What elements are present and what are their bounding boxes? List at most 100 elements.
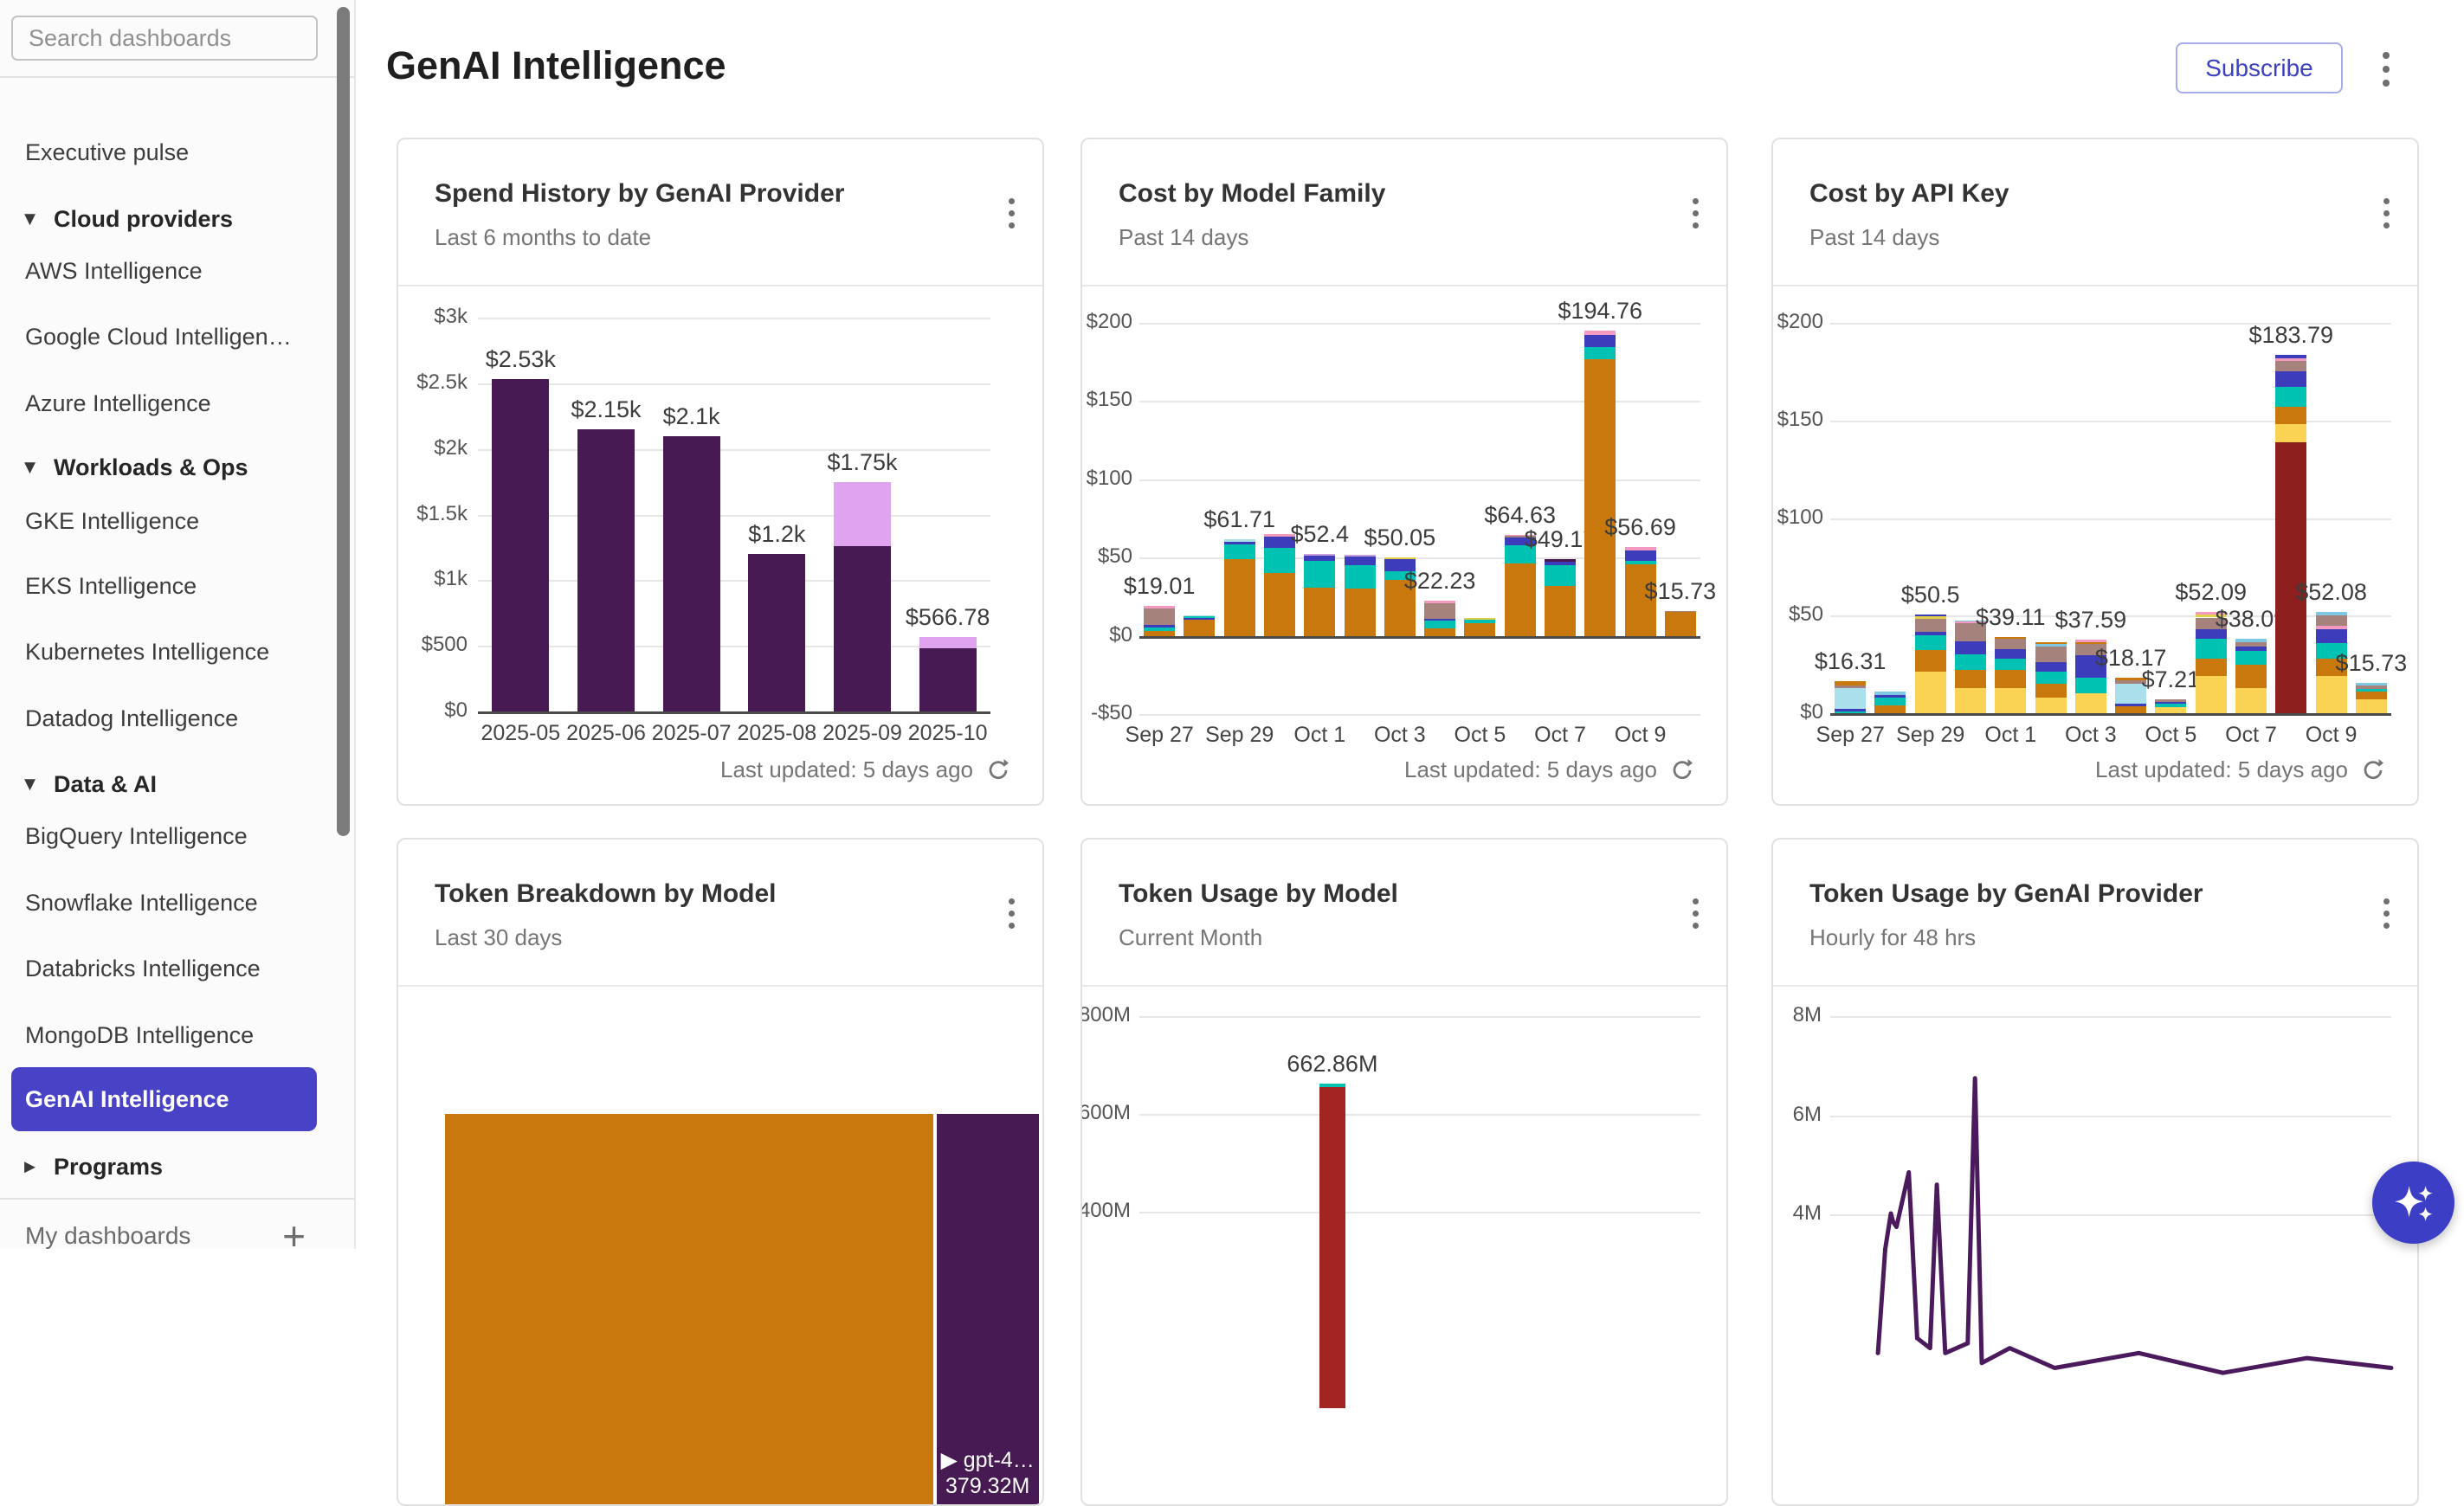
bar-segment-teal bbox=[1504, 544, 1536, 564]
bar-value-label: $38.09 bbox=[2215, 606, 2287, 633]
bar-segment-pink bbox=[2275, 358, 2307, 362]
card-kebab-menu-icon[interactable] bbox=[2383, 195, 2390, 231]
treemap-rect-1[interactable]: ▶ gpt-4… 379.32M bbox=[936, 1114, 1039, 1504]
bar-segment-brown bbox=[1424, 602, 1456, 620]
card-last-updated: Last updated: 5 days ago bbox=[2095, 756, 2386, 783]
x-axis-tick-label: 2025-06 bbox=[566, 721, 646, 745]
bar-segment-orange bbox=[1624, 564, 1656, 636]
line-chart-svg bbox=[1875, 1076, 2394, 1375]
refresh-icon[interactable] bbox=[985, 757, 1011, 783]
gridline bbox=[1139, 401, 1700, 403]
card-subtitle: Past 14 days bbox=[1809, 224, 1940, 250]
bar-segment-pink bbox=[1624, 547, 1656, 551]
gridline bbox=[478, 318, 990, 319]
sidebar: Executive pulse ▾ Cloud providers AWS Intel… bbox=[0, 0, 356, 1256]
bar-segment-teal bbox=[1914, 634, 1946, 650]
sidebar-item-aws-intelligence[interactable]: AWS Intelligence bbox=[0, 245, 329, 297]
y-axis-tick-label: 4M bbox=[1792, 1201, 1822, 1226]
page-kebab-menu-icon[interactable] bbox=[2383, 48, 2390, 90]
bar-value-label: $49.17 bbox=[1524, 525, 1596, 552]
sidebar-item-genai-intelligence[interactable]: GenAI Intelligence bbox=[11, 1067, 317, 1131]
sidebar-item-bigquery-intelligence[interactable]: BigQuery Intelligence bbox=[0, 810, 329, 862]
kebab-dot bbox=[2383, 922, 2390, 929]
sidebar-item-label: Databricks Intelligence bbox=[25, 955, 261, 981]
sidebar-item-datadog-intelligence[interactable]: Datadog Intelligence bbox=[0, 692, 329, 744]
sidebar-item-executive-pulse[interactable]: Executive pulse bbox=[0, 126, 329, 178]
card-kebab-menu-icon[interactable] bbox=[1693, 195, 1699, 231]
bar-segment-orange bbox=[2074, 641, 2106, 644]
x-axis-tick-label: Oct 7 bbox=[1534, 723, 1586, 747]
y-axis-tick-label: 8M bbox=[1792, 1003, 1822, 1027]
bar-segment-orange bbox=[1955, 670, 1986, 688]
bar-segment-orange bbox=[1995, 636, 2027, 640]
chevron-down-icon: ▾ bbox=[24, 204, 36, 231]
kebab-dot bbox=[2383, 197, 2390, 204]
card-kebab-menu-icon[interactable] bbox=[2383, 895, 2390, 931]
bar-segment-orange bbox=[1304, 587, 1336, 636]
card-header-divider bbox=[1082, 985, 1726, 987]
sidebar-section-workloads-ops[interactable]: ▾ Workloads & Ops bbox=[0, 441, 329, 493]
kebab-dot bbox=[1693, 910, 1699, 917]
sidebar-item-label: BigQuery Intelligence bbox=[25, 822, 248, 849]
bar-segment-teal bbox=[1464, 619, 1496, 624]
sidebar-item-google-cloud-intelligen-[interactable]: Google Cloud Intelligen… bbox=[0, 311, 329, 363]
search-input[interactable] bbox=[11, 16, 318, 61]
bar-value-label: $19.01 bbox=[1123, 573, 1196, 600]
sidebar-item-label: Executive pulse bbox=[25, 138, 190, 165]
sidebar-section-cloud-providers[interactable]: ▾ Cloud providers bbox=[0, 193, 329, 245]
bar-segment-purple bbox=[748, 554, 806, 711]
sidebar-item-kubernetes-intelligence[interactable]: Kubernetes Intelligence bbox=[0, 626, 329, 678]
refresh-icon[interactable] bbox=[1669, 757, 1695, 783]
bar-value-label: $16.31 bbox=[1814, 648, 1887, 675]
card-kebab-menu-icon[interactable] bbox=[1693, 895, 1699, 931]
gridline bbox=[1830, 1016, 2391, 1019]
x-axis-tick-label: Oct 3 bbox=[1373, 723, 1426, 747]
refresh-icon[interactable] bbox=[2360, 757, 2386, 783]
bar-segment-teal bbox=[1995, 658, 2027, 671]
bar-segment-teal bbox=[1264, 548, 1295, 574]
bar-segment-lavender bbox=[1304, 553, 1336, 557]
sidebar-item-mongodb-intelligence[interactable]: MongoDB Intelligence bbox=[0, 1009, 329, 1061]
ai-assistant-fab sparkle-icon[interactable] bbox=[2372, 1162, 2454, 1244]
bar-segment-indigo bbox=[1835, 709, 1867, 711]
bar-segment-orange bbox=[1504, 563, 1536, 636]
sidebar-item-label: GenAI Intelligence bbox=[25, 1085, 229, 1112]
bar-segment-indigo bbox=[1504, 537, 1536, 545]
sidebar-footer: My dashboards + bbox=[25, 1213, 330, 1258]
bar-segment-brown bbox=[1995, 639, 2027, 649]
y-axis-tick-label: $100 bbox=[1086, 466, 1132, 490]
sidebar-item-databricks-intelligence[interactable]: Databricks Intelligence bbox=[0, 943, 329, 994]
card-token-usage-by-model: Token Usage by Model Current Month 800M 600… bbox=[1080, 838, 1728, 1506]
add-dashboard-button plus-icon[interactable]: + bbox=[282, 1213, 306, 1258]
card-title: Token Usage by GenAI Provider bbox=[1809, 879, 2203, 908]
sidebar-item-eks-intelligence[interactable]: EKS Intelligence bbox=[0, 560, 329, 612]
kebab-dot bbox=[2383, 209, 2390, 216]
bar-value-label: $39.11 bbox=[1975, 603, 2046, 630]
y-axis-tick-label: $200 bbox=[1086, 310, 1132, 333]
bar-segment-brown bbox=[2074, 643, 2106, 656]
subscribe-button[interactable]: Subscribe bbox=[2176, 42, 2343, 93]
gridline bbox=[1830, 1214, 2391, 1217]
bar-segment-indigo bbox=[1184, 617, 1216, 620]
kebab-dot bbox=[1009, 222, 1015, 228]
bar-segment-pink bbox=[1504, 534, 1536, 537]
card-cost-by-model-family: Cost by Model Family Past 14 days $200 $150… bbox=[1080, 138, 1728, 806]
bar-segment-orange bbox=[2195, 658, 2227, 677]
gridline bbox=[1139, 714, 1700, 716]
bar-segment-teal bbox=[1184, 616, 1216, 618]
y-axis-tick-label: $2.5k bbox=[416, 370, 468, 394]
card-kebab-menu-icon[interactable] bbox=[1009, 895, 1015, 931]
bar-segment-orange bbox=[2115, 677, 2147, 681]
bar-segment-teal bbox=[2195, 639, 2227, 659]
sidebar-section-data-ai[interactable]: ▾ Data & AI bbox=[0, 758, 329, 810]
sidebar-item-gke-intelligence[interactable]: GKE Intelligence bbox=[0, 495, 329, 547]
bar-segment-brown bbox=[2035, 647, 2067, 663]
card-header-divider bbox=[398, 985, 1042, 987]
sidebar-item-azure-intelligence[interactable]: Azure Intelligence bbox=[0, 377, 329, 429]
card-kebab-menu-icon[interactable] bbox=[1009, 195, 1015, 231]
sidebar-scrollbar-thumb[interactable] bbox=[337, 7, 350, 836]
bar-segment-pink bbox=[2074, 640, 2106, 642]
sidebar-item-snowflake-intelligence[interactable]: Snowflake Intelligence bbox=[0, 877, 329, 929]
sidebar-section-programs[interactable]: ▸ Programs bbox=[0, 1141, 329, 1193]
y-axis-tick-label: -$50 bbox=[1090, 701, 1132, 724]
